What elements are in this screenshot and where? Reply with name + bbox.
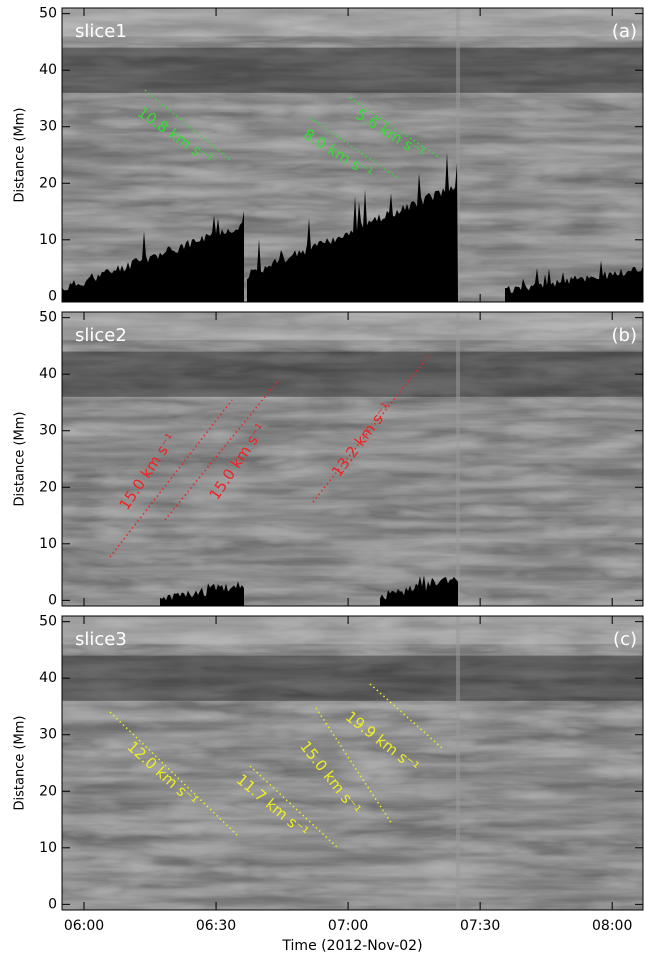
- fit-line: [249, 765, 339, 849]
- panel-letter: (c): [613, 629, 637, 650]
- y-tick-label: 0: [48, 288, 57, 304]
- y-tick-label: 20: [39, 175, 57, 191]
- y-tick-label: 40: [39, 366, 57, 382]
- image: [62, 616, 643, 910]
- x-axis-label: Time (2012-Nov-02): [281, 938, 422, 954]
- image-texture: [62, 312, 643, 606]
- fit-line: [109, 399, 233, 558]
- y-tick-label: 40: [39, 670, 57, 686]
- silhouette: [62, 211, 244, 302]
- seam: [456, 616, 460, 910]
- y-tick-label: 50: [39, 614, 57, 630]
- silhouette: [160, 581, 244, 606]
- fit-line: [349, 97, 441, 159]
- panel-letter: (b): [612, 325, 637, 346]
- y-tick-label: 0: [48, 592, 57, 608]
- y-tick-label: 10: [39, 536, 57, 552]
- silhouette: [247, 152, 458, 302]
- bright-band: [62, 8, 643, 37]
- seam: [456, 312, 460, 606]
- x-tick-label: 08:00: [592, 918, 632, 934]
- x-tick-label: 06:00: [64, 918, 104, 934]
- panel: 0 10 20 30 40 50 06:00 06:30 07:00 07:30 08:00 Time…: [13, 614, 644, 954]
- fit-line: [109, 711, 239, 837]
- y-tick-label: 10: [39, 232, 57, 248]
- panel-name: slice3: [75, 629, 127, 650]
- seam: [456, 8, 460, 302]
- y-tick-label: 50: [39, 310, 57, 326]
- fit-line: [315, 707, 393, 825]
- y-tick-label: 0: [48, 896, 57, 912]
- dark-band: [62, 655, 643, 701]
- fit-line: [144, 89, 231, 161]
- x-tick-label: 07:30: [460, 918, 500, 934]
- dark-band: [62, 47, 643, 93]
- y-tick-label: 50: [39, 6, 57, 22]
- x-tick-label: 06:30: [196, 918, 236, 934]
- y-tick-label: 40: [39, 62, 57, 78]
- panel-name: slice2: [75, 325, 127, 346]
- frame: [61, 311, 644, 607]
- x-tick-label: 07:00: [328, 918, 368, 934]
- y-tick-label: 20: [39, 479, 57, 495]
- panel-letter: (a): [612, 21, 637, 42]
- dark-band: [62, 351, 643, 397]
- y-tick-label: 20: [39, 783, 57, 799]
- silhouette: [505, 260, 643, 302]
- silhouette: [380, 574, 458, 606]
- frame: [61, 7, 644, 303]
- panel-name: slice1: [75, 21, 127, 42]
- image-texture: [62, 616, 643, 910]
- y-tick-label: 30: [39, 423, 57, 439]
- bright-band: [62, 312, 643, 341]
- bright-band: [62, 616, 643, 645]
- frame: [61, 615, 644, 911]
- y-tick-label: 30: [39, 119, 57, 135]
- y-axis-label: Distance (Mm): [13, 412, 28, 507]
- y-axis-label: Distance (Mm): [13, 716, 28, 811]
- image: [62, 8, 643, 302]
- image: [62, 312, 643, 606]
- y-axis-label: Distance (Mm): [13, 108, 28, 203]
- y-tick-label: 30: [39, 727, 57, 743]
- y-tick-label: 10: [39, 840, 57, 856]
